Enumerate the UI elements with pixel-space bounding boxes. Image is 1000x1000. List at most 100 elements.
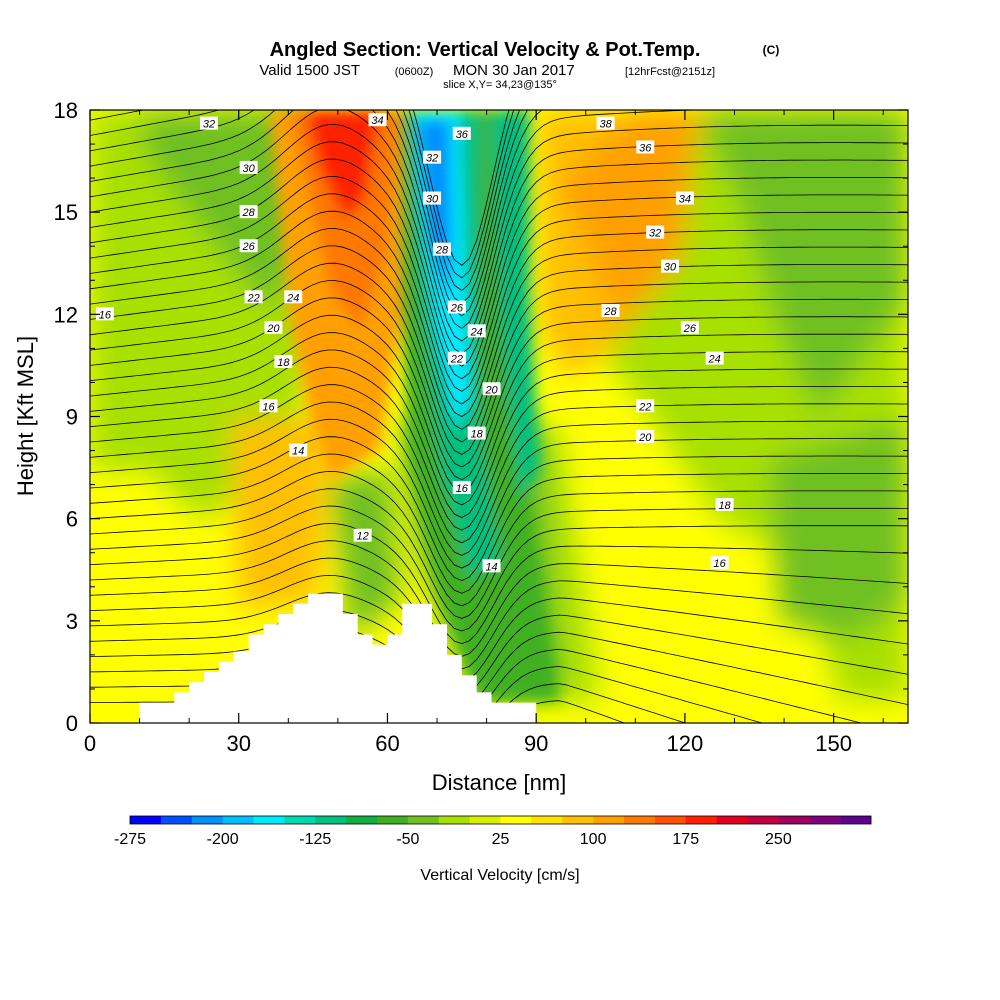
contour-label-bg (710, 555, 729, 569)
colorbar-swatch (624, 816, 656, 824)
contour-label: 34 (679, 194, 691, 206)
contour-label-bg (289, 443, 308, 457)
contour-label-bg (680, 320, 699, 334)
theta-contour-line (90, 245, 908, 443)
contour-label: 38 (599, 119, 612, 131)
colorbar-swatch (222, 816, 254, 824)
contour-label-bg (596, 116, 615, 130)
colorbar-tick-label: 175 (672, 831, 699, 848)
colorbar-swatch (160, 816, 193, 824)
theta-contour-line (90, 522, 908, 645)
contour-label-bg (715, 498, 734, 512)
contour-label-bg (423, 191, 442, 205)
contour-label: 12 (357, 531, 369, 543)
contour-label-bg (661, 259, 680, 273)
contour-label-bg (239, 160, 258, 174)
x-tick-label: 90 (524, 731, 548, 756)
contour-label-bg (264, 320, 283, 334)
contour-label: 36 (639, 142, 652, 154)
x-tick-label: 0 (84, 731, 96, 756)
theta-contour-line (90, 158, 908, 380)
theta-contour-line (90, 418, 908, 569)
contour-label-bg (423, 150, 442, 164)
theta-contour-line (90, 505, 908, 632)
contour-label: 32 (426, 153, 438, 165)
contour-label: 14 (292, 446, 304, 458)
x-tick-label: 60 (375, 731, 399, 756)
contour-label: 28 (603, 306, 617, 318)
contour-label: 30 (243, 163, 256, 175)
contour-label-bg (259, 399, 278, 413)
theta-contour-line (90, 228, 908, 430)
terrain-shape (90, 593, 908, 723)
contour-label: 24 (286, 292, 299, 304)
contour-label: 16 (262, 401, 275, 413)
contour-label: 24 (708, 354, 721, 366)
theta-contour-line (90, 193, 908, 405)
valid-date: MON 30 Jan 2017 (453, 62, 575, 79)
contour-label-bg (646, 225, 665, 239)
theta-contour-line (90, 540, 908, 657)
theta-contour-line (90, 110, 515, 279)
theta-contour-line (90, 141, 908, 367)
colorbar-swatch (407, 816, 440, 824)
colorbar-swatch (562, 816, 594, 824)
contour-label-bg (452, 481, 471, 495)
colorbar-swatch (809, 816, 841, 824)
valid-time-prefix: Valid 1500 JST (259, 62, 360, 79)
chart-title: Angled Section: Vertical Velocity & Pot.… (270, 39, 701, 61)
theta-contour-line (90, 314, 908, 493)
colorbar-swatch (377, 816, 409, 824)
contour-label-bg (636, 140, 655, 154)
contour-label-bg (675, 191, 694, 205)
y-axis-label: Height [Kft MSL] (13, 336, 38, 496)
contour-label: 16 (713, 558, 726, 570)
contour-label-bg (452, 126, 471, 140)
y-tick-label: 18 (54, 98, 78, 123)
contour-label-bg (447, 351, 466, 365)
theta-contour-line (90, 557, 908, 670)
contour-label-bg (636, 399, 655, 413)
contour-label-bg (274, 355, 293, 369)
contour-label-bg (368, 113, 387, 127)
contour-label-bg (239, 239, 258, 253)
slice-info: slice X,Y= 34,23@135° (443, 79, 557, 91)
colorbar-swatch (685, 816, 717, 824)
theta-contour-line (90, 453, 908, 594)
colorbar-swatch (315, 816, 347, 824)
colorbar-swatch (469, 816, 501, 824)
contour-label: 28 (435, 245, 449, 257)
theta-contour-line (90, 626, 863, 723)
colorbar-frame (129, 815, 872, 825)
valid-time-utc: (0600Z) (395, 66, 434, 78)
colorbar-tick-label: 25 (492, 831, 510, 848)
colorbar-swatch (778, 816, 810, 824)
y-tick-label: 12 (54, 302, 78, 327)
contour-label-bg (239, 205, 258, 219)
theta-contour-line (412, 110, 510, 266)
contour-label: 30 (426, 194, 439, 206)
contour-label: 18 (718, 500, 731, 512)
contour-label: 24 (470, 326, 483, 338)
contour-label-bg (199, 116, 218, 130)
terrain-mask (90, 593, 908, 723)
contour-label-bg (636, 429, 655, 443)
colorbar-swatch (716, 816, 748, 824)
y-tick-label: 6 (66, 507, 78, 532)
contour-labels: 34 36 32 38 36 32 30 30 34 28 32 26 28 30 22 24 26 28 16 20… (95, 113, 734, 573)
colorbar-tick-label: -125 (299, 831, 331, 848)
theta-contour-line (90, 297, 908, 481)
x-axis-label: Distance [nm] (432, 770, 567, 795)
contour-label-bg (482, 559, 501, 573)
theta-contour-line (90, 609, 908, 708)
colorbar-title: Vertical Velocity [cm/s] (420, 867, 579, 884)
contour-label-bg (447, 300, 466, 314)
theta-contour-line (90, 123, 908, 355)
contour-label-bg (353, 528, 372, 542)
contour-label-bg (467, 324, 486, 338)
colorbar-tick-label: 100 (580, 831, 607, 848)
colorbar-swatch (130, 816, 162, 824)
contour-label: 20 (484, 384, 498, 396)
